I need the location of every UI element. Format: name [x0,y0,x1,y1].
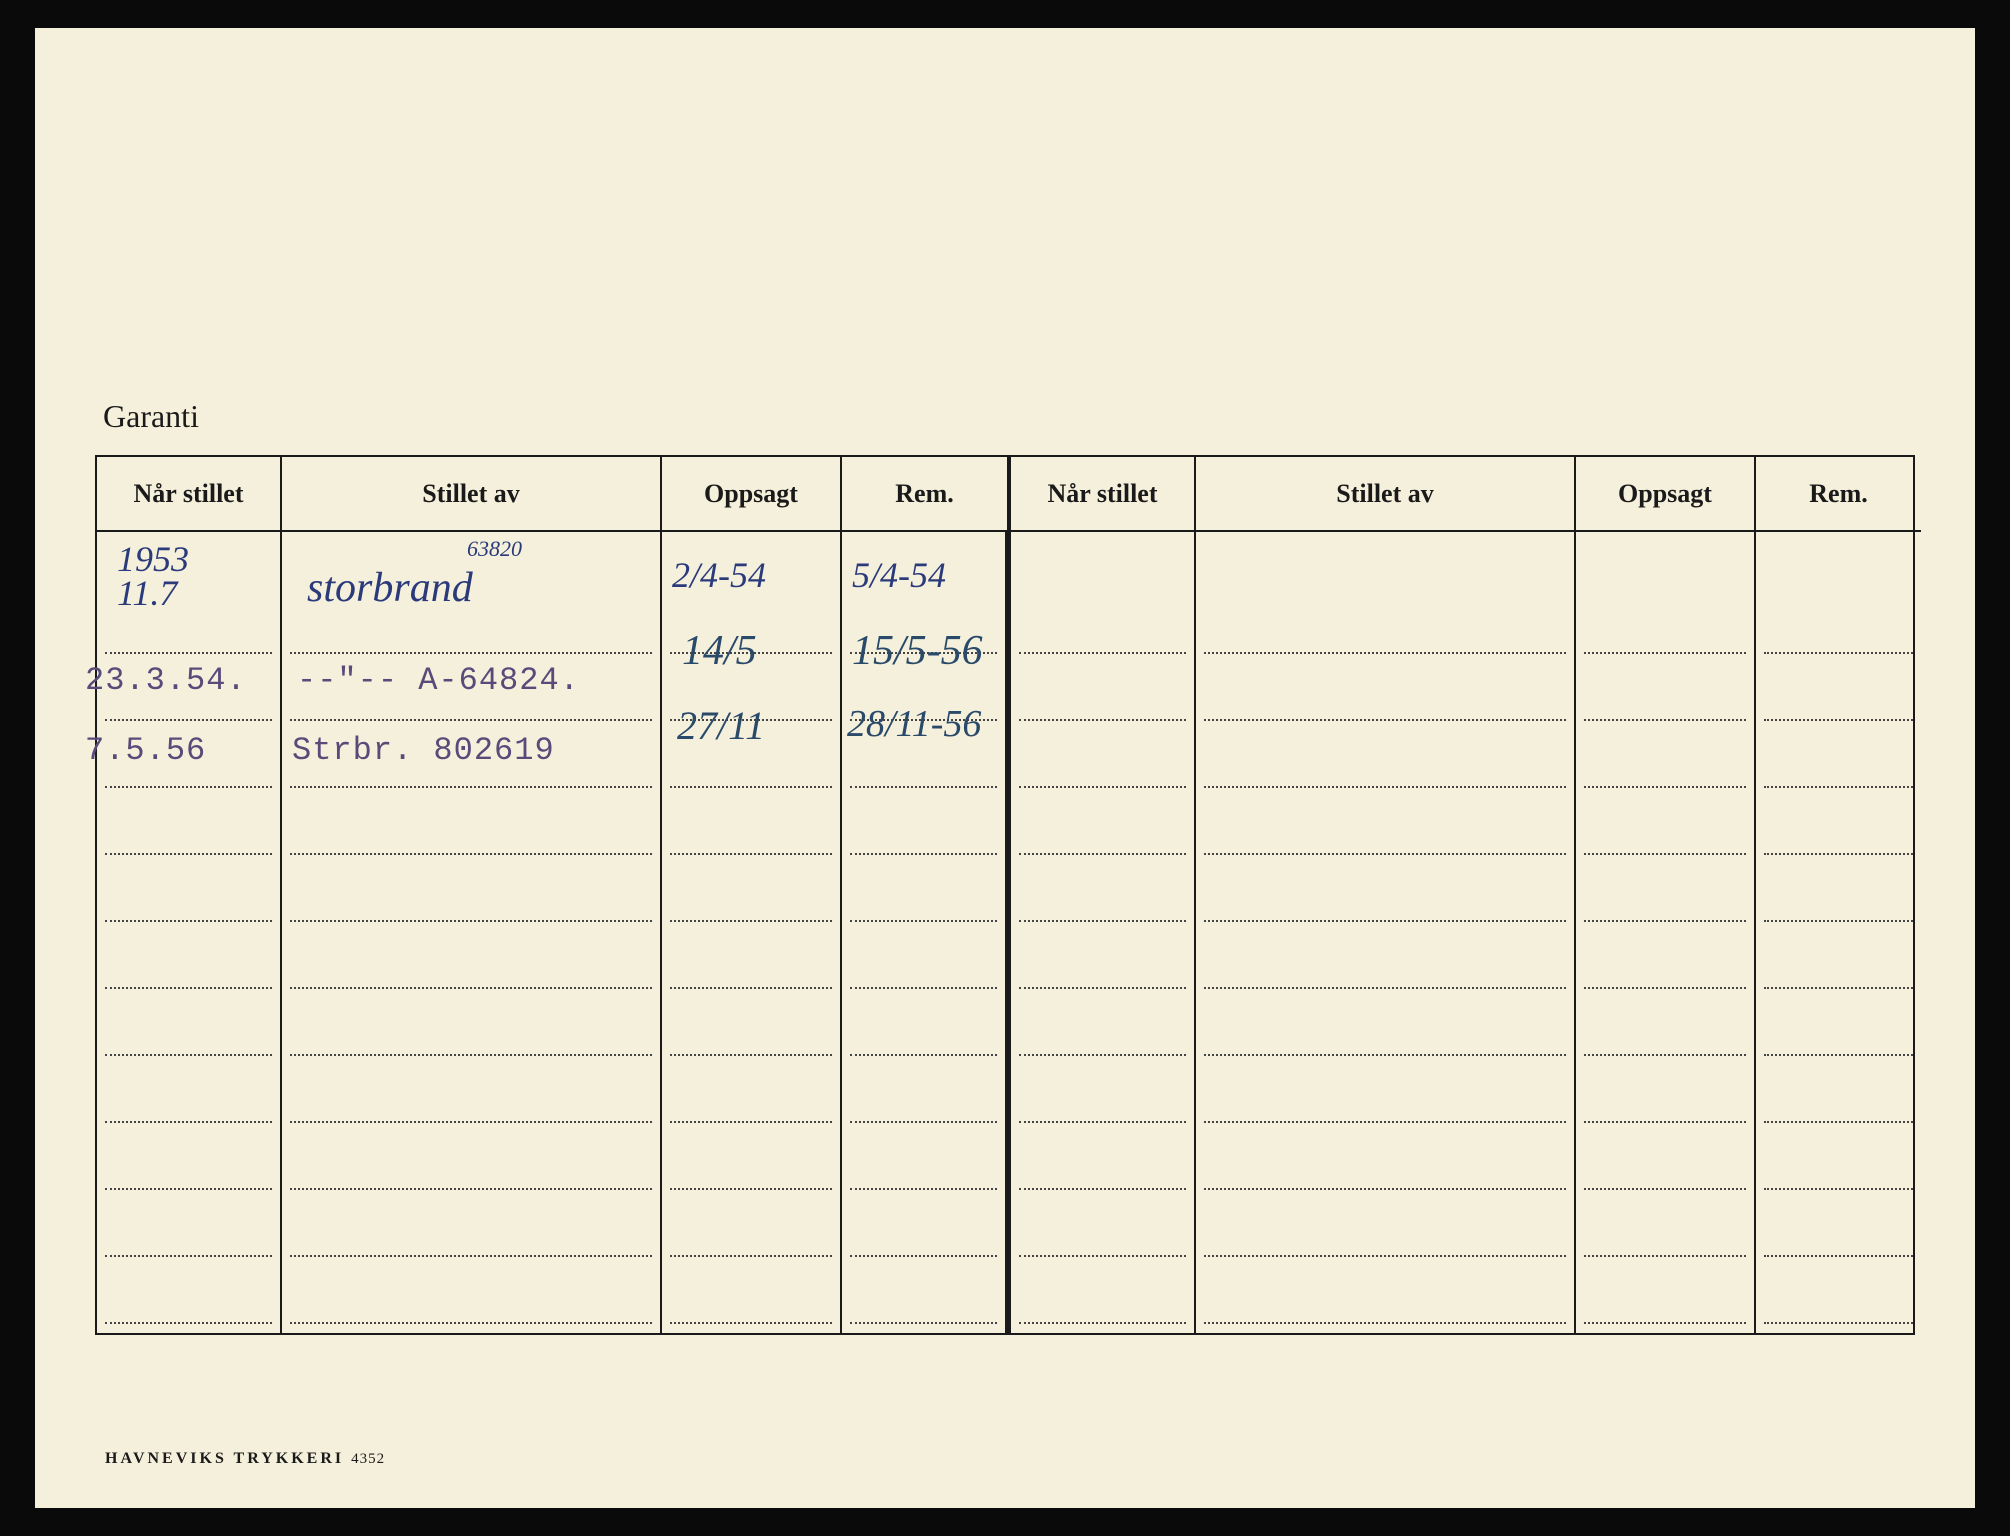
garanti-table: Når stillet Stillet av Oppsagt Rem. [95,455,1915,1335]
entry-r1-rem: 5/4-54 [852,554,946,596]
entry-r2-stillet: --"-- A-64824. [297,662,580,699]
header-nar-stillet-r: Når stillet [1011,457,1196,530]
entry-r3-stillet: Strbr. 802619 [292,732,555,769]
entry-r2-nar: 23.3.54. [85,662,247,699]
footer-text: HAVNEVIKS TRYKKERI [105,1450,344,1467]
header-nar-stillet: Når stillet [97,457,282,530]
table-left-half: Når stillet Stillet av Oppsagt Rem. [97,457,1009,1333]
header-oppsagt-r: Oppsagt [1576,457,1756,530]
entry-r3-rem: 28/11-56 [847,702,981,746]
header-rem-r: Rem. [1756,457,1921,530]
dotted-rule [1196,532,1574,1333]
col-rem-right [1756,532,1921,1333]
dotted-rule [1756,532,1921,1333]
header-rem: Rem. [842,457,1007,530]
printer-footer: HAVNEVIKS TRYKKERI 4352 [105,1450,385,1468]
table-body-left: 1953 11.7 63820 storbrand 2/4-54 5/4-54 … [97,532,1007,1333]
dotted-rule [1011,532,1194,1333]
col-oppsagt-right [1576,532,1756,1333]
document-paper: Garanti Når stillet Stillet av Oppsagt R… [35,28,1975,1508]
table-right-half: Når stillet Stillet av Oppsagt Rem. [1011,457,1921,1333]
header-oppsagt: Oppsagt [662,457,842,530]
footer-number: 4352 [351,1451,385,1467]
entry-r2-oppsagt: 14/5 [682,627,757,675]
top-margin [95,78,1915,398]
entry-r3-nar: 7.5.56 [85,732,206,769]
header-stillet-av-r: Stillet av [1196,457,1576,530]
document-title: Garanti [103,398,1915,435]
table-body-right [1011,532,1921,1333]
entry-r1-stillet: storbrand [307,564,473,612]
entry-r1-nar-date: 11.7 [117,572,177,614]
header-row-right: Når stillet Stillet av Oppsagt Rem. [1011,457,1921,532]
entry-r2-rem: 15/5-56 [852,627,983,675]
entry-r1-oppsagt: 2/4-54 [672,554,766,596]
col-nar-right [1011,532,1196,1333]
col-stillet-right [1196,532,1576,1333]
dotted-rule [1576,532,1754,1333]
header-row-left: Når stillet Stillet av Oppsagt Rem. [97,457,1007,532]
entry-r3-oppsagt: 27/11 [677,702,765,749]
header-stillet-av: Stillet av [282,457,662,530]
entry-r1-stillet-super: 63820 [467,536,522,562]
entries-overlay: 1953 11.7 63820 storbrand 2/4-54 5/4-54 … [97,532,1007,1333]
